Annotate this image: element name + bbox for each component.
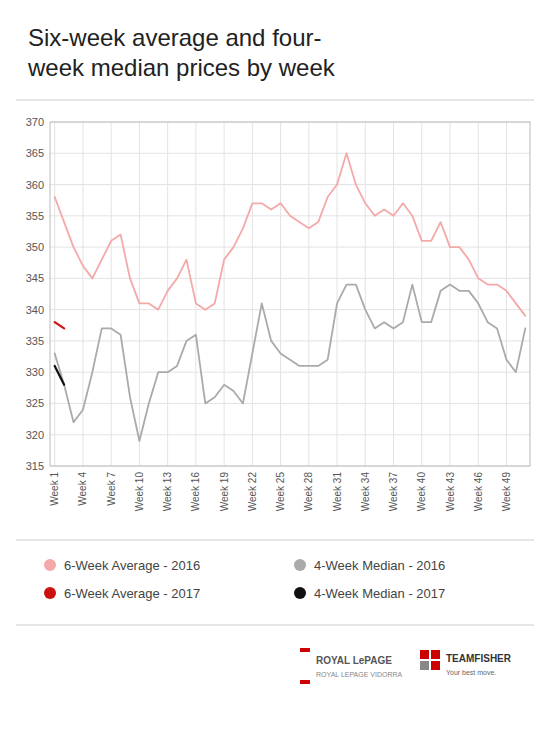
x-tick-label: Week 22 (247, 472, 258, 512)
y-tick-label: 335 (26, 335, 44, 347)
title: Six-week average and four-week median pr… (27, 24, 336, 81)
x-tick-label: Week 1 (49, 472, 60, 506)
grid-line-y (50, 434, 530, 435)
grid-line-y (50, 403, 530, 404)
annotation: ROYAL LePAGE (316, 655, 392, 666)
y-tick-label: 350 (26, 241, 44, 253)
grid-line-x (450, 122, 451, 466)
chart: Six-week average and four-week median pr… (0, 0, 550, 731)
legend-label: 4-Week Median - 2017 (314, 586, 445, 601)
annotation: Your best move. (446, 669, 496, 676)
x-tick-label: Week 46 (473, 472, 484, 512)
separator (16, 540, 534, 541)
y-tick-label: 320 (26, 429, 44, 441)
series-line (55, 366, 64, 385)
axes: 315 320 325 330 335 340 345 350 355 360 365 370 Week… (26, 116, 530, 511)
x-tick-label: Week 19 (219, 472, 230, 512)
grid-line-x (337, 122, 338, 466)
legend-swatch (44, 587, 56, 599)
grid-line-x (111, 122, 112, 466)
y-tick-label: 365 (26, 147, 44, 159)
grid (50, 122, 530, 466)
grid-line-x (54, 122, 55, 466)
grid-line-x (139, 122, 140, 466)
logo-square (420, 650, 429, 659)
logo-square (431, 650, 440, 659)
title-line: Six-week average and four- (28, 24, 321, 51)
grid-line-y (50, 309, 530, 310)
x-tick-label: Week 28 (303, 472, 314, 512)
grid-line-x (224, 122, 225, 466)
logo-square (420, 661, 429, 670)
series-line (55, 322, 64, 328)
logo-square (431, 661, 440, 670)
separator (16, 100, 534, 101)
grid-line-x (506, 122, 507, 466)
grid-line-x (280, 122, 281, 466)
x-tick-label: Week 37 (388, 472, 399, 512)
x-tick-label: Week 34 (360, 472, 371, 512)
x-tick-label: Week 13 (162, 472, 173, 512)
y-tick-label: 355 (26, 210, 44, 222)
x-tick-label: Week 25 (275, 472, 286, 512)
series-line (55, 285, 526, 441)
legend-label: 4-Week Median - 2016 (314, 558, 445, 573)
legend: 6-Week Average - 2016 4-Week Median - 201… (16, 540, 534, 601)
x-tick-label: Week 31 (332, 472, 343, 512)
y-tick-label: 360 (26, 179, 44, 191)
grid-line-x (195, 122, 196, 466)
x-tick-label: Week 40 (416, 472, 427, 512)
x-tick-label: Week 10 (134, 472, 145, 512)
y-tick-label: 340 (26, 304, 44, 316)
y-tick-label: 370 (26, 116, 44, 128)
x-tick-label: Week 7 (106, 472, 117, 506)
legend-swatch (294, 587, 306, 599)
y-tick-label: 325 (26, 397, 44, 409)
lines (55, 153, 526, 441)
title-line: week median prices by week (27, 54, 336, 81)
grid-line-x (252, 122, 253, 466)
logo-area: ROYAL LePAGE ROYAL LEPAGE VIDORRA TEAMFISH… (300, 648, 512, 684)
separator (16, 625, 534, 626)
grid-line-y (50, 372, 530, 373)
logo-bar (300, 648, 310, 652)
legend-swatch (44, 559, 56, 571)
annotation: TEAMFISHER (446, 653, 512, 664)
grid-line-y (50, 184, 530, 185)
legend-swatch (294, 559, 306, 571)
grid-line-x (82, 122, 83, 466)
series-line (55, 153, 526, 316)
y-tick-label: 345 (26, 272, 44, 284)
grid-line-x (478, 122, 479, 466)
grid-line-y (50, 278, 530, 279)
grid-line-x (421, 122, 422, 466)
grid-line-y (50, 153, 530, 154)
x-tick-label: Week 49 (501, 472, 512, 512)
annotation: ROYAL LEPAGE VIDORRA (316, 671, 403, 678)
plot-frame (50, 122, 530, 466)
grid-line-x (167, 122, 168, 466)
y-tick-label: 330 (26, 366, 44, 378)
logo-bar (300, 680, 310, 684)
grid-line-x (365, 122, 366, 466)
legend-label: 6-Week Average - 2016 (64, 558, 200, 573)
x-tick-label: Week 4 (77, 472, 88, 506)
legend-label: 6-Week Average - 2017 (64, 586, 200, 601)
y-tick-label: 315 (26, 460, 44, 472)
x-tick-label: Week 16 (190, 472, 201, 512)
grid-line-x (393, 122, 394, 466)
grid-line-x (308, 122, 309, 466)
x-tick-label: Week 43 (445, 472, 456, 512)
